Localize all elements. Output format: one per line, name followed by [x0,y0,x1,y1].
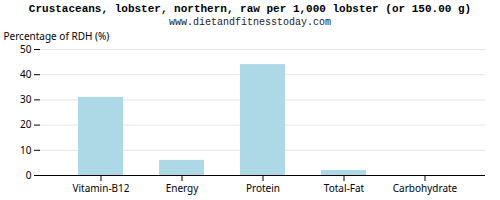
html-text:Crustaceans, lobster, northern: Crustaceans, lobster, northern, raw per … [28,3,472,15]
svg-text:0: 0 [26,168,32,182]
svg-text:Vitamin-B12: Vitamin-B12 [72,181,129,195]
svg-text:50: 50 [20,42,32,56]
svg-text:Protein: Protein [246,181,280,195]
svg-text:Total-Fat: Total-Fat [324,181,365,195]
svg-text:20: 20 [20,117,32,131]
svg-text:Energy: Energy [166,181,200,195]
svg-text:30: 30 [20,92,32,106]
html-text:www.dietandfitnesstoday.com: www.dietandfitnesstoday.com [169,17,331,28]
svg-text:Percentage of RDH (%): Percentage of RDH (%) [4,29,110,43]
svg-text:40: 40 [20,67,32,81]
svg-text:10: 10 [20,143,32,157]
svg-text:Carbohydrate: Carbohydrate [393,181,458,195]
